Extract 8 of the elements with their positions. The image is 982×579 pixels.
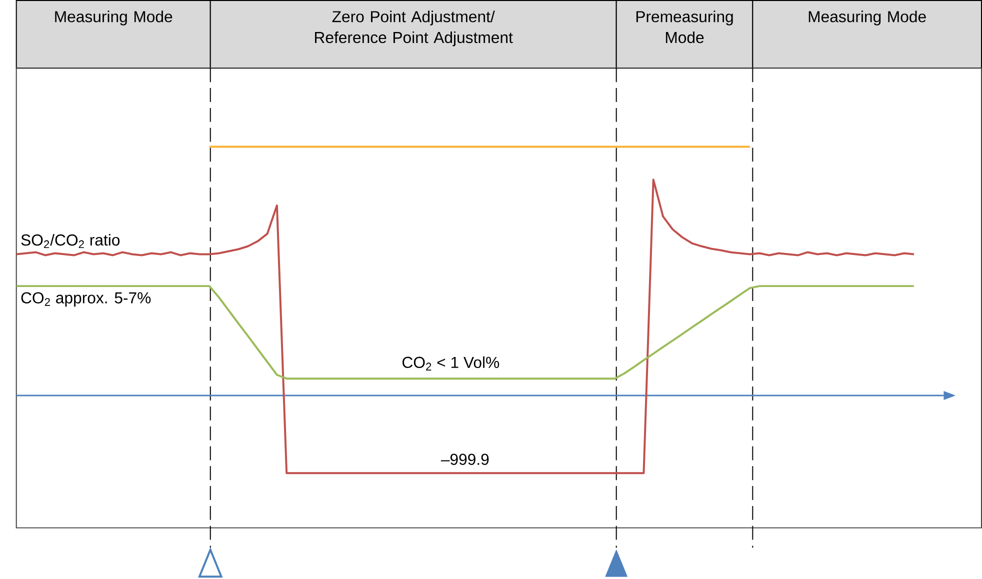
text: Premeasuring Mode [636, 10, 733, 44]
text: Zero Point Adjustment/ Reference Point Adjustment [315, 10, 513, 46]
text: Measuring Mode [808, 10, 926, 26]
annotation: CO$_{2}$ < 1 Vol% [402, 356, 500, 371]
annotation: –999.9 [440, 454, 489, 466]
series-label: CO$_{2}$ approx. 5-7% [21, 292, 151, 307]
text: Measuring Mode [55, 10, 172, 26]
series-label: SO$_{2}$/CO$_{2}$ ratio [21, 234, 120, 248]
